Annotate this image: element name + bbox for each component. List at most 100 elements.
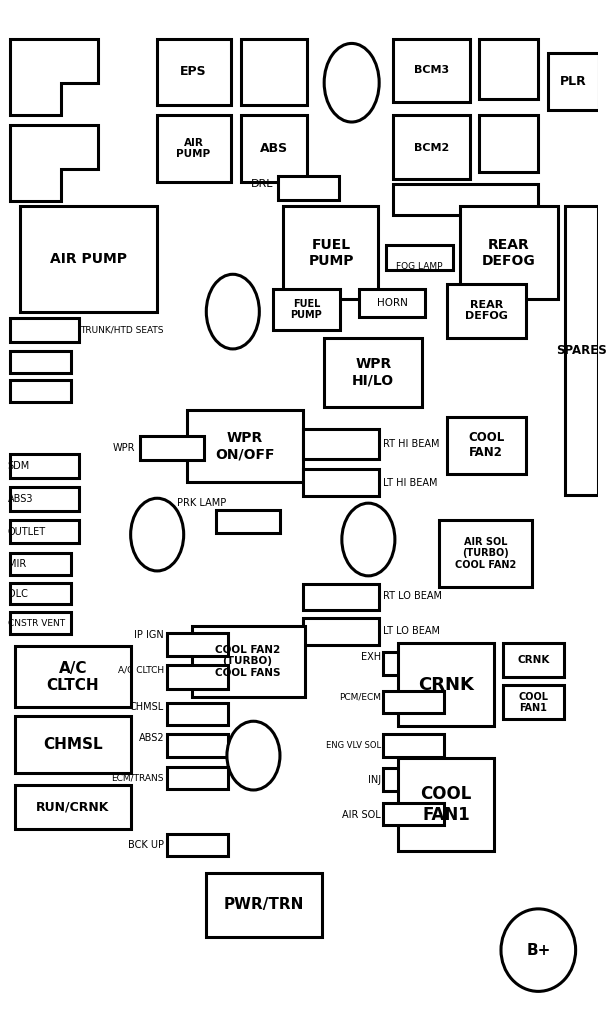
Bar [10, 583, 71, 604]
Bar [398, 643, 494, 726]
Bar [393, 184, 538, 215]
Text: CHMSL: CHMSL [43, 737, 102, 753]
Bar [447, 417, 526, 474]
Ellipse shape [227, 721, 280, 790]
Bar [10, 351, 71, 373]
Polygon shape [10, 39, 98, 115]
Bar [548, 53, 599, 111]
Text: SDM: SDM [8, 461, 30, 471]
Bar [167, 633, 228, 656]
Bar [241, 115, 308, 182]
Bar [273, 289, 340, 331]
Bar [216, 510, 280, 532]
Bar [460, 206, 558, 299]
Bar [15, 645, 131, 708]
Text: PRK LAMP: PRK LAMP [177, 498, 226, 508]
Polygon shape [10, 125, 98, 201]
Text: BCM2: BCM2 [414, 142, 449, 153]
Text: REAR
DEFOG: REAR DEFOG [482, 238, 536, 267]
Text: EPS: EPS [180, 66, 207, 79]
Text: OUTLET: OUTLET [8, 526, 46, 537]
Text: FUEL
PUMP: FUEL PUMP [290, 299, 322, 321]
Text: ECM/TRANS: ECM/TRANS [111, 774, 164, 782]
Bar [383, 768, 444, 791]
Text: WPR
HI/LO: WPR HI/LO [352, 357, 395, 388]
Text: WPR
ON/OFF: WPR ON/OFF [215, 431, 274, 461]
Text: BCK UP: BCK UP [128, 840, 164, 850]
Bar [186, 410, 303, 481]
Text: CNSTR VENT: CNSTR VENT [8, 618, 65, 628]
Bar [167, 835, 228, 856]
Bar [157, 115, 231, 182]
Bar [383, 803, 444, 825]
Text: LT LO BEAM: LT LO BEAM [383, 626, 440, 636]
Text: COOL FAN2
(TURBO)
COOL FANS: COOL FAN2 (TURBO) COOL FANS [215, 645, 280, 678]
Text: WPR: WPR [113, 443, 136, 454]
Bar [393, 39, 470, 102]
Text: AIR SOL
(TURBO)
COOL FAN2: AIR SOL (TURBO) COOL FAN2 [455, 537, 516, 570]
Text: A/C CLTCH: A/C CLTCH [118, 666, 164, 675]
Bar [141, 436, 205, 460]
Text: IP IGN: IP IGN [135, 630, 164, 640]
Text: RT HI BEAM: RT HI BEAM [383, 439, 440, 450]
Bar [383, 652, 444, 675]
Bar [10, 553, 71, 574]
Bar [303, 469, 379, 497]
Bar [383, 691, 444, 714]
Text: ENG VLV SOL: ENG VLV SOL [326, 741, 381, 751]
Bar [10, 612, 71, 634]
Text: EXH: EXH [361, 652, 381, 663]
Text: PCM/ECM: PCM/ECM [339, 692, 381, 701]
Text: PLR: PLR [560, 75, 587, 88]
Text: TRUNK/HTD SEATS: TRUNK/HTD SEATS [80, 326, 164, 335]
Text: ABS3: ABS3 [8, 495, 33, 504]
Ellipse shape [342, 503, 395, 575]
Bar [19, 206, 157, 311]
Bar [283, 206, 378, 299]
Bar [503, 685, 564, 719]
Text: CRNK: CRNK [517, 655, 549, 666]
Ellipse shape [324, 43, 379, 122]
Text: CRNK: CRNK [418, 676, 474, 694]
Text: ABS2: ABS2 [138, 733, 164, 743]
Bar [167, 767, 228, 790]
Bar [393, 115, 470, 179]
Bar [439, 520, 532, 587]
Bar [157, 39, 231, 105]
Bar [359, 289, 425, 316]
Bar [167, 666, 228, 689]
Text: DLC: DLC [8, 589, 28, 599]
Bar [278, 176, 339, 200]
Bar [479, 115, 538, 172]
Bar [10, 318, 79, 342]
Text: ABS: ABS [260, 142, 288, 155]
Text: REAR
DEFOG: REAR DEFOG [465, 300, 508, 322]
Text: AIR PUMP: AIR PUMP [50, 252, 127, 265]
Bar [398, 758, 494, 851]
Bar [383, 734, 444, 757]
Ellipse shape [501, 909, 576, 991]
Bar [479, 39, 538, 99]
Bar [447, 284, 526, 338]
Text: BCM3: BCM3 [414, 65, 449, 75]
Bar [10, 520, 79, 544]
Bar [303, 429, 379, 459]
Bar [503, 643, 564, 677]
Bar [565, 206, 598, 496]
Bar [167, 734, 228, 757]
Text: COOL
FAN1: COOL FAN1 [518, 692, 548, 714]
Text: FOG LAMP: FOG LAMP [396, 262, 443, 271]
Text: COOL
FAN1: COOL FAN1 [420, 785, 471, 824]
Text: PWR/TRN: PWR/TRN [224, 897, 304, 912]
Text: B+: B+ [526, 943, 551, 957]
Text: RUN/CRNK: RUN/CRNK [36, 800, 110, 813]
Text: RT LO BEAM: RT LO BEAM [383, 592, 442, 601]
Bar [303, 584, 379, 610]
Bar [167, 702, 228, 725]
Bar [15, 717, 131, 773]
Bar [386, 245, 453, 270]
Bar [10, 487, 79, 511]
Text: A/C
CLTCH: A/C CLTCH [46, 660, 99, 693]
Bar [192, 626, 304, 696]
Text: AIR SOL: AIR SOL [342, 810, 381, 819]
